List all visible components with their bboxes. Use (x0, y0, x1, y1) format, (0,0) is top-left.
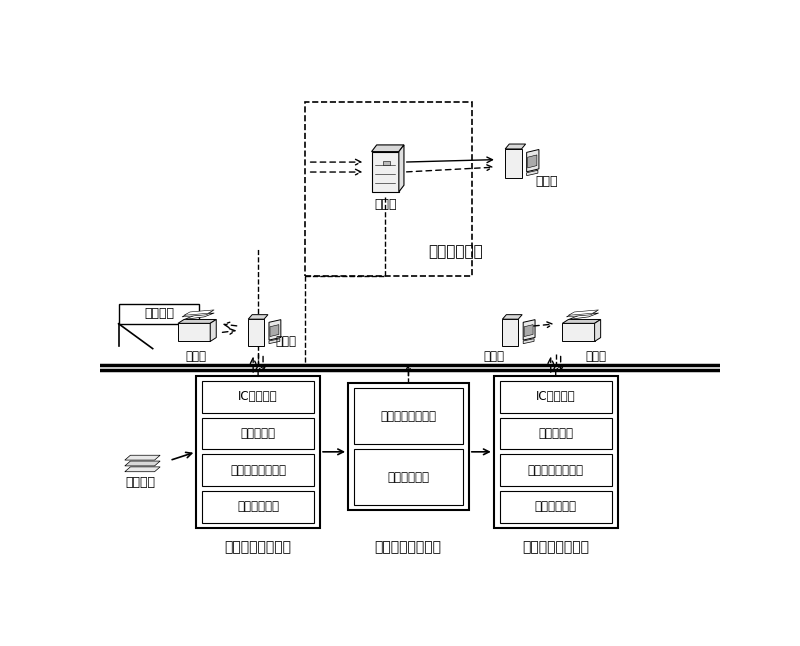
Polygon shape (569, 313, 598, 320)
Polygon shape (399, 145, 404, 192)
Polygon shape (383, 161, 390, 165)
Text: 电子显示屏或屏幕: 电子显示屏或屏幕 (230, 464, 286, 477)
Polygon shape (505, 149, 522, 178)
Text: 汽车衡装置: 汽车衡装置 (538, 427, 573, 440)
Text: 打印机: 打印机 (586, 349, 606, 362)
Polygon shape (371, 152, 399, 192)
Polygon shape (523, 339, 534, 344)
Polygon shape (178, 320, 216, 324)
Text: 远程监控平台: 远程监控平台 (429, 244, 483, 259)
Text: IC卡读卡器: IC卡读卡器 (536, 390, 575, 403)
Polygon shape (523, 320, 535, 340)
Polygon shape (562, 324, 594, 342)
Polygon shape (248, 315, 268, 319)
Polygon shape (505, 144, 526, 149)
Polygon shape (524, 325, 533, 337)
Text: 车辆运输过程监控: 车辆运输过程监控 (374, 541, 442, 554)
Text: 服务器: 服务器 (374, 198, 397, 211)
Polygon shape (526, 149, 539, 172)
Polygon shape (248, 319, 264, 346)
Polygon shape (270, 325, 279, 337)
Text: 视频监控装置: 视频监控装置 (237, 501, 279, 514)
Polygon shape (178, 324, 210, 342)
Text: 计算机: 计算机 (275, 335, 297, 348)
Polygon shape (125, 461, 160, 466)
Text: 视频监控装置: 视频监控装置 (387, 471, 430, 484)
Text: 电子显示屏或屏幕: 电子显示屏或屏幕 (528, 464, 584, 477)
Polygon shape (502, 319, 518, 346)
Text: 无线网络: 无线网络 (144, 307, 174, 320)
Text: 打印机: 打印机 (186, 349, 206, 362)
Polygon shape (210, 320, 216, 342)
Polygon shape (562, 320, 601, 324)
Polygon shape (184, 310, 214, 315)
Text: 录入合同: 录入合同 (126, 476, 155, 490)
Polygon shape (182, 311, 212, 317)
Polygon shape (566, 311, 597, 317)
Polygon shape (526, 171, 538, 176)
Polygon shape (594, 320, 601, 342)
Text: 视频监控装置: 视频监控装置 (534, 501, 577, 514)
Polygon shape (125, 467, 160, 472)
Text: 装货（交接）计量: 装货（交接）计量 (225, 541, 292, 554)
Polygon shape (269, 339, 280, 344)
Text: 计算机: 计算机 (535, 176, 558, 189)
Text: 计算机: 计算机 (483, 349, 504, 362)
Polygon shape (502, 315, 522, 319)
Text: 卫星定位导航装置: 卫星定位导航装置 (381, 410, 437, 423)
Polygon shape (371, 145, 404, 152)
Text: 卸货（交接）计量: 卸货（交接）计量 (522, 541, 589, 554)
Polygon shape (269, 320, 281, 340)
Text: 汽车衡装置: 汽车衡装置 (241, 427, 275, 440)
Polygon shape (568, 310, 598, 315)
Polygon shape (184, 313, 214, 320)
Text: IC卡读卡器: IC卡读卡器 (238, 390, 278, 403)
Polygon shape (528, 155, 537, 168)
Polygon shape (125, 455, 160, 460)
